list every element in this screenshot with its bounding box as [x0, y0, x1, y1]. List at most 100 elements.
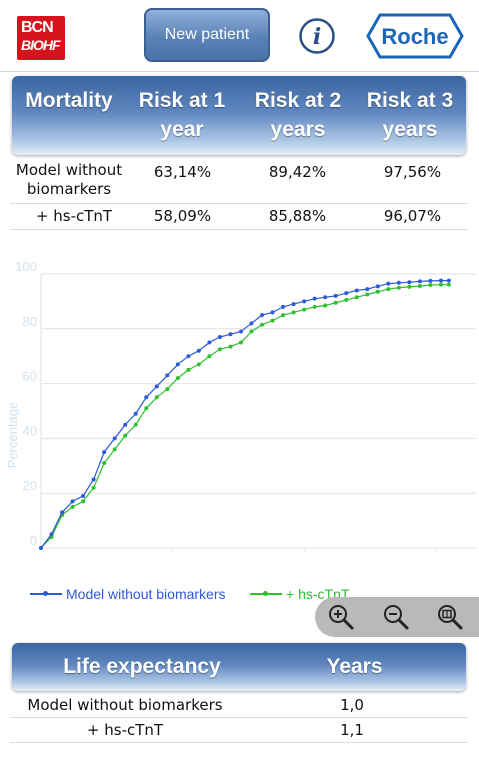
data-point	[417, 279, 422, 284]
data-point	[396, 280, 401, 285]
data-point	[228, 344, 233, 349]
row-value-1-year: 63,14%	[153, 163, 212, 181]
header-mortality: Mortality	[25, 89, 113, 112]
chart-legend: Model without biomarkers + hs-cTnT	[30, 586, 430, 606]
data-point	[186, 367, 191, 372]
x-tick-label: 1 Year	[154, 556, 192, 558]
series-line	[40, 280, 449, 549]
data-point	[144, 406, 149, 411]
header-life-expectancy: Life expectancy	[63, 655, 221, 678]
data-point	[238, 340, 243, 345]
data-point	[39, 546, 43, 550]
data-point	[260, 313, 265, 318]
x-axis-ticks: 1 Year 2 Years 3 Years	[154, 556, 458, 558]
mortality-table-header: Mortality Risk at 1 year Risk at 2 years…	[12, 76, 466, 155]
data-point	[207, 354, 212, 359]
data-point	[81, 493, 86, 498]
data-point	[186, 354, 191, 359]
data-point	[428, 282, 433, 287]
data-point	[270, 310, 275, 315]
data-point	[70, 499, 75, 504]
zoom-out-icon[interactable]	[382, 603, 410, 631]
data-point	[396, 285, 401, 290]
data-point	[154, 384, 159, 389]
data-point	[446, 282, 451, 287]
zoom-in-icon[interactable]	[327, 603, 355, 631]
data-point	[217, 347, 222, 352]
table-row: Model without biomarkers 1,0	[10, 694, 468, 718]
data-point	[344, 291, 349, 296]
data-point	[102, 461, 107, 466]
data-point	[70, 504, 75, 509]
data-point	[354, 288, 359, 293]
series-model-without-biomarkers	[39, 278, 451, 550]
y-tick-label: 0	[30, 533, 37, 548]
data-point	[407, 284, 412, 289]
chart-grid	[40, 273, 476, 553]
data-point	[386, 281, 391, 286]
data-point	[323, 295, 328, 300]
legend-swatch-blue	[30, 589, 62, 599]
data-point	[91, 477, 96, 482]
data-point	[249, 329, 254, 334]
data-point	[165, 387, 170, 392]
series-line	[40, 284, 449, 549]
data-point	[49, 532, 54, 537]
data-point	[207, 340, 212, 345]
survival-chart[interactable]: 0 20 40 60 80 100 1 Year 2 Years 3 Years Percen…	[0, 258, 479, 558]
zoom-reset-icon[interactable]	[436, 603, 464, 631]
y-axis-label: Percentage	[5, 402, 20, 469]
data-point	[386, 287, 391, 292]
data-point	[333, 293, 338, 298]
data-point	[196, 348, 201, 353]
y-tick-label: 40	[23, 423, 37, 438]
table-row: + hs-cTnT 58,09% 85,88% 96,07%	[10, 204, 468, 230]
data-point	[281, 313, 286, 318]
data-point	[112, 447, 117, 452]
roche-logo: Roche	[366, 13, 464, 59]
top-bar: BCN BIOHF New patient i Roche	[0, 0, 479, 72]
data-point	[91, 485, 96, 490]
y-tick-label: 80	[23, 314, 37, 329]
series-hs-ctnt	[39, 282, 451, 550]
roche-logo-text: Roche	[381, 24, 448, 49]
data-point	[133, 422, 138, 427]
row-value-2-years: 85,88%	[268, 207, 327, 225]
y-tick-label: 100	[15, 259, 37, 274]
data-point	[123, 433, 128, 438]
header-risk-2-years: Risk at 2 years	[254, 89, 342, 141]
y-axis-ticks: 0 20 40 60 80 100	[15, 259, 37, 548]
data-point	[270, 318, 275, 323]
legend-label-model: Model without biomarkers	[66, 586, 226, 602]
bcn-biohf-logo: BCN BIOHF	[17, 16, 65, 60]
data-point	[375, 284, 380, 289]
life-expectancy-header: Life expectancy Years	[12, 643, 466, 691]
data-point	[375, 289, 380, 294]
data-point	[60, 510, 65, 515]
row-label: Model without biomarkers	[15, 161, 123, 198]
zoom-controls	[315, 597, 479, 637]
info-icon-glyph: i	[313, 24, 321, 50]
row-label: + hs-cTnT	[35, 207, 113, 225]
data-point	[123, 422, 128, 427]
table-row: Model without biomarkers 63,14% 89,42% 9…	[10, 158, 468, 204]
data-point	[175, 376, 180, 381]
info-icon[interactable]: i	[298, 17, 336, 55]
new-patient-button[interactable]: New patient	[144, 8, 270, 62]
row-value-years: 1,0	[340, 696, 364, 714]
data-point	[238, 329, 243, 334]
data-point	[438, 278, 443, 283]
data-point	[154, 395, 159, 400]
data-point	[407, 280, 412, 285]
data-point	[312, 296, 317, 301]
data-point	[281, 304, 286, 309]
data-point	[344, 298, 349, 303]
data-point	[260, 322, 265, 327]
header-years: Years	[326, 655, 383, 678]
data-point	[196, 362, 201, 367]
logo-text-line2: BIOHF	[21, 37, 61, 53]
row-label: Model without biomarkers	[27, 696, 223, 714]
y-tick-label: 60	[23, 369, 37, 384]
legend-swatch-green	[250, 589, 282, 599]
